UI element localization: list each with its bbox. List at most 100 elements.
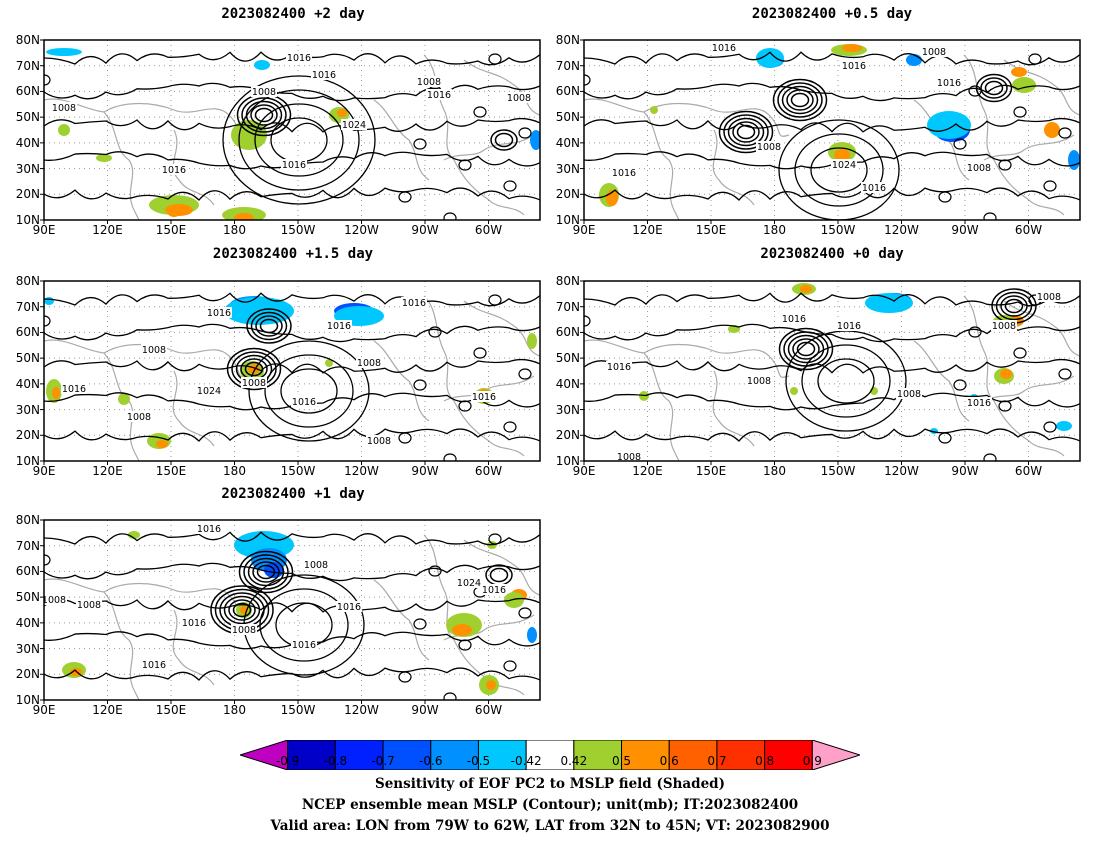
sensitivity-shade bbox=[1068, 150, 1080, 170]
lat-tick-label: 10N bbox=[555, 454, 580, 468]
map-panel-p0: 1016 1016 1008 1016 1008 1008 1016 1008 1008 bbox=[580, 280, 1081, 465]
colorbar-swatch bbox=[430, 740, 479, 770]
contour-label-bg bbox=[76, 599, 102, 610]
isobar-low bbox=[727, 117, 765, 147]
contour-label: 1016 bbox=[427, 90, 451, 101]
contour-label-bg bbox=[781, 313, 807, 324]
isobar-low bbox=[736, 124, 756, 140]
sensitivity-shade bbox=[906, 54, 922, 66]
lon-tick-label: 150E bbox=[695, 464, 727, 478]
isobar-cell bbox=[938, 432, 952, 444]
colorbar-tick-label: -0.6 bbox=[419, 754, 443, 768]
coastline bbox=[423, 295, 525, 457]
contour-label: 1008 bbox=[897, 389, 921, 400]
contour-label: 1008 bbox=[42, 595, 66, 606]
isobar-cell bbox=[983, 212, 997, 220]
lon-tick-label: 120E bbox=[632, 223, 663, 237]
sensitivity-shade bbox=[452, 624, 472, 636]
sensitivity-shade bbox=[756, 48, 784, 68]
isobar-cell bbox=[44, 74, 51, 86]
isobar-low bbox=[718, 110, 774, 154]
lat-tick-label: 70N bbox=[15, 58, 40, 73]
contour-label: 1008 bbox=[1037, 292, 1061, 303]
isobar-low bbox=[259, 318, 279, 334]
colorbar-tick-label: 0.8 bbox=[755, 754, 775, 768]
map-svg-p05: 1016 1008 1016 1016 1008 1024 1016 1008 1016 bbox=[580, 39, 1081, 224]
colorbar-swatch bbox=[716, 740, 766, 770]
lat-tick-label: 40N bbox=[15, 135, 40, 150]
isobar-high bbox=[280, 368, 338, 414]
isobar bbox=[584, 82, 1080, 102]
contour-label-bg bbox=[206, 307, 232, 318]
lat-tick-label: 70N bbox=[555, 58, 580, 73]
isobar-cell bbox=[1043, 180, 1057, 192]
isobar-low bbox=[786, 89, 814, 111]
isobar bbox=[44, 151, 540, 170]
coastline bbox=[44, 578, 140, 700]
contour-label: 1008 bbox=[417, 77, 441, 88]
sensitivity-shade bbox=[527, 627, 537, 643]
lat-tick-label: 30N bbox=[555, 402, 580, 417]
lon-tick-label: 90W bbox=[411, 703, 439, 717]
sensitivity-shade bbox=[337, 109, 347, 117]
isobar-low bbox=[246, 308, 292, 344]
lon-tick-label: 120E bbox=[92, 703, 123, 717]
isobar-cell bbox=[473, 347, 487, 359]
contour-label-bg bbox=[711, 42, 737, 53]
contour-label: 1008 bbox=[127, 412, 151, 423]
isobar-cell bbox=[1013, 347, 1027, 359]
isobar-cell bbox=[1013, 106, 1027, 118]
contour-label: 1024 bbox=[197, 386, 221, 397]
lon-tick-label: 150E bbox=[155, 223, 187, 237]
isobar-cell bbox=[1043, 421, 1057, 433]
sensitivity-shade bbox=[639, 391, 649, 401]
lon-tick-label: 60W bbox=[474, 223, 503, 237]
map-panel-p15: 1016 1016 1016 1008 1008 1016 1024 1008 1016 1008… bbox=[40, 280, 541, 465]
coastline bbox=[963, 54, 1065, 216]
contour-label: 1016 bbox=[482, 585, 506, 596]
isobar-low bbox=[490, 129, 518, 151]
contour-label: 1008 bbox=[77, 600, 101, 611]
map-svg-p15: 1016 1016 1016 1008 1008 1016 1024 1008 1016 1008… bbox=[40, 280, 541, 465]
isobar-cell bbox=[488, 533, 502, 545]
lon-tick-label: 90E bbox=[572, 223, 596, 237]
coastline bbox=[373, 340, 430, 422]
contour-label: 1016 bbox=[292, 640, 316, 651]
isobar-low bbox=[777, 82, 823, 118]
lon-tick-label: 90E bbox=[572, 464, 596, 478]
isobar-low bbox=[1000, 295, 1028, 317]
map-panel-p2: 1008 1016 1008 1016 1008 1016 1024 1016 1016 1008 bbox=[40, 39, 541, 224]
contour-label: 1008 bbox=[922, 47, 946, 58]
contour-label-bg bbox=[356, 357, 382, 368]
contour-label-bg bbox=[51, 102, 77, 113]
contour-label: 1008 bbox=[757, 142, 781, 153]
lat-tick-label: 40N bbox=[15, 376, 40, 391]
isobar-low bbox=[226, 347, 282, 391]
colorbar-swatch bbox=[811, 740, 860, 770]
lat-tick-label: 70N bbox=[15, 538, 40, 553]
isobar-cell bbox=[44, 315, 51, 327]
sensitivity-shade bbox=[234, 213, 254, 220]
sensitivity-shade bbox=[52, 387, 60, 399]
isobar-high bbox=[794, 133, 884, 207]
contour-label-bg bbox=[241, 377, 267, 388]
isobar-cell bbox=[443, 212, 457, 220]
isobar-low bbox=[984, 80, 1004, 96]
panel-title-p15: 2023082400 +1.5 day bbox=[212, 246, 374, 262]
map-frame bbox=[583, 39, 1081, 221]
isobar-low bbox=[790, 92, 810, 108]
contour-label: 1024 bbox=[832, 160, 856, 171]
contour-label: 1024 bbox=[457, 578, 481, 589]
sensitivity-shade bbox=[1012, 77, 1036, 93]
isobar-low bbox=[489, 567, 509, 583]
isobar-cell bbox=[503, 180, 517, 192]
lon-tick-label: 120E bbox=[92, 464, 123, 478]
coastline bbox=[172, 370, 215, 447]
contour-label-bg bbox=[966, 397, 992, 408]
colorbar-tick-label: 0.5 bbox=[611, 754, 632, 768]
isobar-cell bbox=[473, 106, 487, 118]
contour-label-bg bbox=[161, 164, 187, 175]
colorbar-tick-label: -0.5 bbox=[466, 754, 491, 768]
coastline bbox=[643, 343, 790, 378]
